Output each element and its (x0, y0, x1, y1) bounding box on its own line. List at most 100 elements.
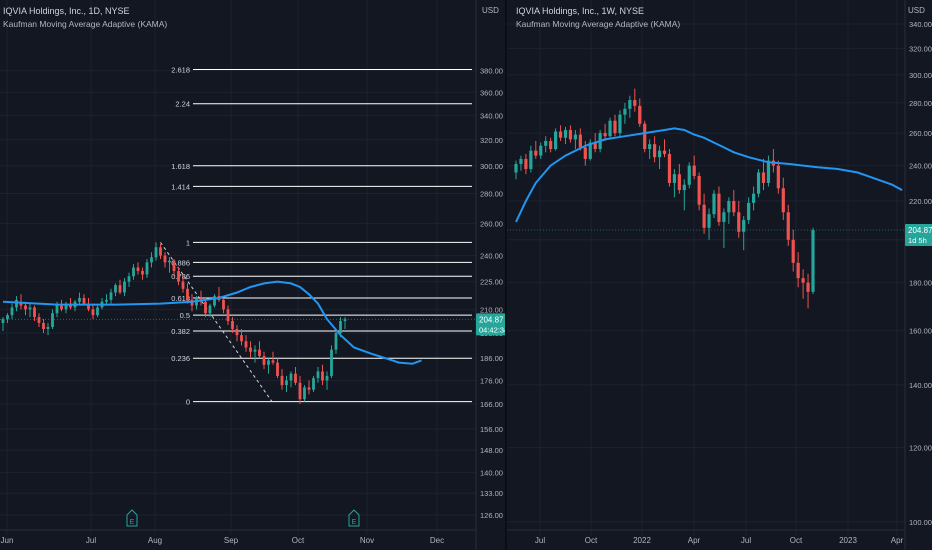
candle (141, 270, 144, 275)
candle (298, 382, 302, 400)
candle (727, 201, 731, 213)
price-badge-countdown: 1d 5h (908, 236, 927, 245)
right-chart-svg[interactable]: 340.00 320.00 300.00 280.00 260.00 240.00 220.… (507, 0, 932, 550)
candle (10, 307, 14, 316)
price-axis-label: 360.00 (480, 88, 503, 97)
time-axis[interactable]: Jun Jul Aug Sep Oct Nov Dec (1, 536, 445, 545)
candle (60, 305, 63, 310)
candle (186, 288, 189, 300)
right-chart-pane[interactable]: 340.00 320.00 300.00 280.00 260.00 240.00 220.… (507, 0, 932, 550)
candle (168, 260, 171, 263)
price-axis-label: 210.00 (480, 305, 503, 314)
fib-trend-line[interactable] (160, 242, 273, 402)
candle (672, 174, 676, 183)
fib-level-label: 0.5 (180, 311, 190, 320)
fib-level-label: 0.236 (171, 354, 190, 363)
candle (761, 172, 766, 183)
candle (51, 313, 54, 327)
candle (544, 140, 548, 146)
candle (722, 212, 726, 222)
candle (534, 150, 538, 156)
candles (514, 88, 815, 309)
fibonacci-tool[interactable]: 2.618 2.24 1.618 1.414 1 0.886 0.786 0.618 0.5 0.… (160, 66, 473, 407)
earnings-marker[interactable]: E (348, 509, 360, 527)
price-axis-label: 340.00 (909, 20, 932, 29)
candle (289, 373, 293, 381)
candle (519, 158, 523, 164)
fib-level-label: 2.618 (171, 66, 190, 75)
candle (172, 260, 176, 271)
candle (343, 319, 347, 322)
candle (91, 309, 95, 316)
candle (558, 131, 563, 138)
candle (786, 212, 790, 240)
earnings-marker[interactable]: E (126, 509, 138, 527)
candle (712, 193, 716, 215)
candle (244, 341, 248, 348)
candle (1, 319, 5, 324)
price-axis-label: 320.00 (480, 136, 503, 145)
candle (628, 100, 632, 109)
candle (524, 158, 528, 170)
price-axis-label: 180.00 (909, 279, 932, 288)
candle (37, 317, 41, 324)
time-axis-label: Jul (86, 536, 96, 545)
price-axis-label: 340.00 (480, 111, 503, 120)
candle (334, 333, 338, 350)
candle (33, 307, 36, 318)
price-badge-bg (476, 313, 505, 336)
candle (222, 299, 225, 310)
time-axis-label: 2022 (633, 536, 651, 545)
price-axis-label: 148.00 (480, 446, 503, 455)
candle (618, 114, 622, 134)
earnings-icon[interactable] (126, 509, 138, 527)
candle (603, 133, 607, 137)
price-badge-bg (905, 224, 932, 247)
time-axis-label: Nov (360, 536, 374, 545)
pane-divider[interactable] (505, 0, 507, 550)
candle (64, 303, 68, 310)
price-axis[interactable]: 340.00 320.00 300.00 280.00 260.00 240.00 220.… (909, 20, 932, 527)
candle (181, 281, 185, 289)
price-axis-label: 260.00 (480, 219, 503, 228)
candle (801, 278, 805, 283)
price-axis-label: 140.00 (480, 469, 503, 478)
candle (766, 160, 771, 183)
candle (82, 298, 86, 304)
earnings-icon[interactable] (348, 509, 360, 527)
candle (312, 378, 315, 390)
price-axis-label: 120.00 (909, 444, 932, 453)
candle (643, 123, 647, 150)
candle (549, 140, 553, 150)
candle (24, 305, 27, 310)
candle (682, 184, 686, 191)
candle (737, 212, 741, 232)
candle (15, 299, 18, 308)
time-axis-label: Jul (535, 536, 545, 545)
time-axis[interactable]: Jul Oct 2022 Apr Jul Oct 2023 Apr (535, 536, 904, 545)
price-axis-label: 240.00 (480, 252, 503, 261)
candle (321, 371, 324, 381)
candle (127, 276, 131, 282)
time-axis-label: Dec (430, 536, 444, 545)
left-chart-svg[interactable]: 2.618 2.24 1.618 1.414 1 0.886 0.786 0.618 0.5 0.… (0, 0, 505, 550)
candle (118, 285, 122, 293)
candle (271, 360, 275, 363)
fib-level-label: 0.382 (171, 327, 190, 336)
earnings-letter: E (130, 519, 135, 526)
left-chart-pane[interactable]: 2.618 2.24 1.618 1.414 1 0.886 0.786 0.618 0.5 0.… (0, 0, 505, 550)
candle (96, 307, 99, 316)
candle (262, 356, 266, 365)
price-axis[interactable]: 380.00 360.00 340.00 320.00 300.00 280.00 260.… (480, 67, 503, 520)
candle (213, 296, 216, 306)
candle (756, 172, 761, 194)
right-currency-label: USD (908, 6, 925, 15)
candle (136, 267, 140, 271)
price-axis-label: 380.00 (480, 67, 503, 76)
fib-level-label: 2.24 (175, 100, 190, 109)
kama-line (2, 280, 422, 365)
candle (752, 193, 756, 203)
candle (623, 108, 627, 115)
candle (28, 307, 32, 310)
price-axis-label: 260.00 (909, 129, 932, 138)
